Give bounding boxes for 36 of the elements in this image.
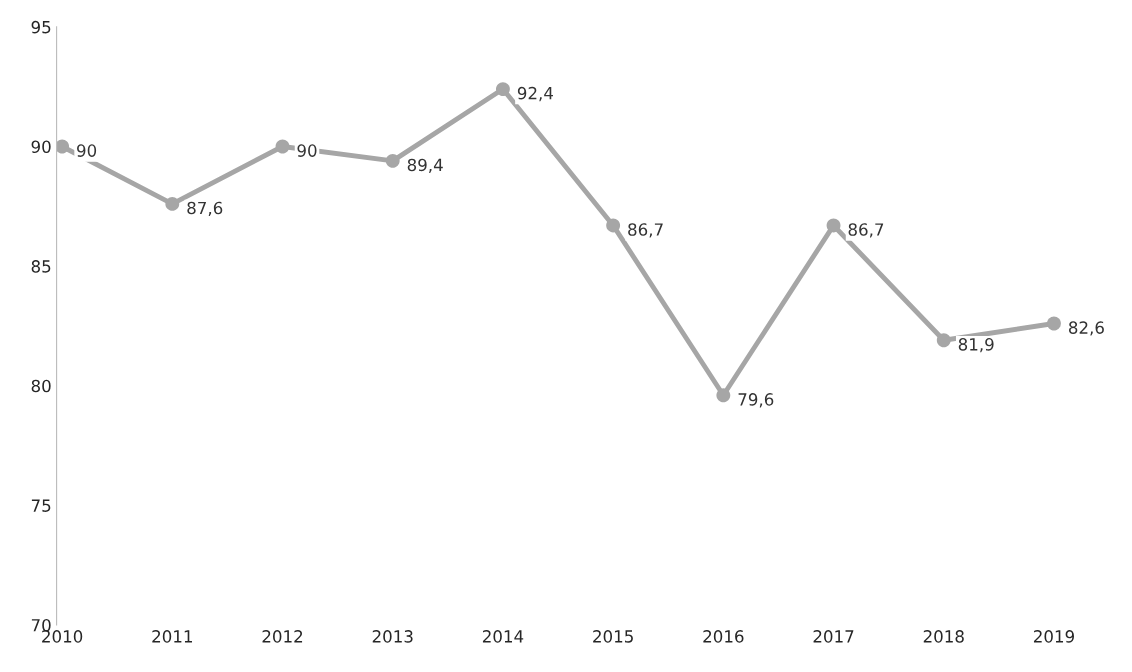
point <box>716 388 731 403</box>
y-tick-label: 80 <box>31 379 51 393</box>
data-label: 86,7 <box>628 223 663 238</box>
y-tick-label: 90 <box>31 140 51 154</box>
data-label: 92,4 <box>517 86 553 102</box>
y-tick-label: 75 <box>31 499 51 512</box>
data-label: 86,7 <box>848 223 884 238</box>
point <box>826 218 841 233</box>
data-label: 90 <box>297 144 317 157</box>
x-tick-label: 2011 <box>152 630 192 643</box>
point <box>606 218 621 233</box>
x-tick-label: 2013 <box>372 630 413 643</box>
x-tick-label: 2010 <box>42 630 83 643</box>
data-label: 87,6 <box>187 201 223 216</box>
x-tick-label: 2014 <box>482 630 524 643</box>
point <box>56 139 70 154</box>
data-label: 79,6 <box>738 393 774 408</box>
x-tick-label: 2019 <box>1033 630 1074 643</box>
x-tick-label: 2015 <box>593 630 633 643</box>
point <box>385 153 400 168</box>
x-tick-label: 2016 <box>703 630 744 643</box>
y-tick-label: 85 <box>31 260 51 273</box>
point <box>936 333 951 348</box>
point <box>165 196 180 211</box>
x-tick-label: 2017 <box>813 630 854 643</box>
point <box>275 139 290 154</box>
data-label: 90 <box>77 144 97 157</box>
x-tick-label: 2012 <box>262 630 303 643</box>
data-label: 82,6 <box>1068 321 1104 336</box>
point <box>495 82 510 97</box>
data-label: 89,4 <box>407 158 443 173</box>
point <box>1047 316 1061 331</box>
data-label: 81,9 <box>958 338 994 353</box>
y-tick-label: 95 <box>31 20 51 34</box>
y-tick-label: 70 <box>31 618 51 632</box>
x-tick-label: 2018 <box>923 630 964 643</box>
